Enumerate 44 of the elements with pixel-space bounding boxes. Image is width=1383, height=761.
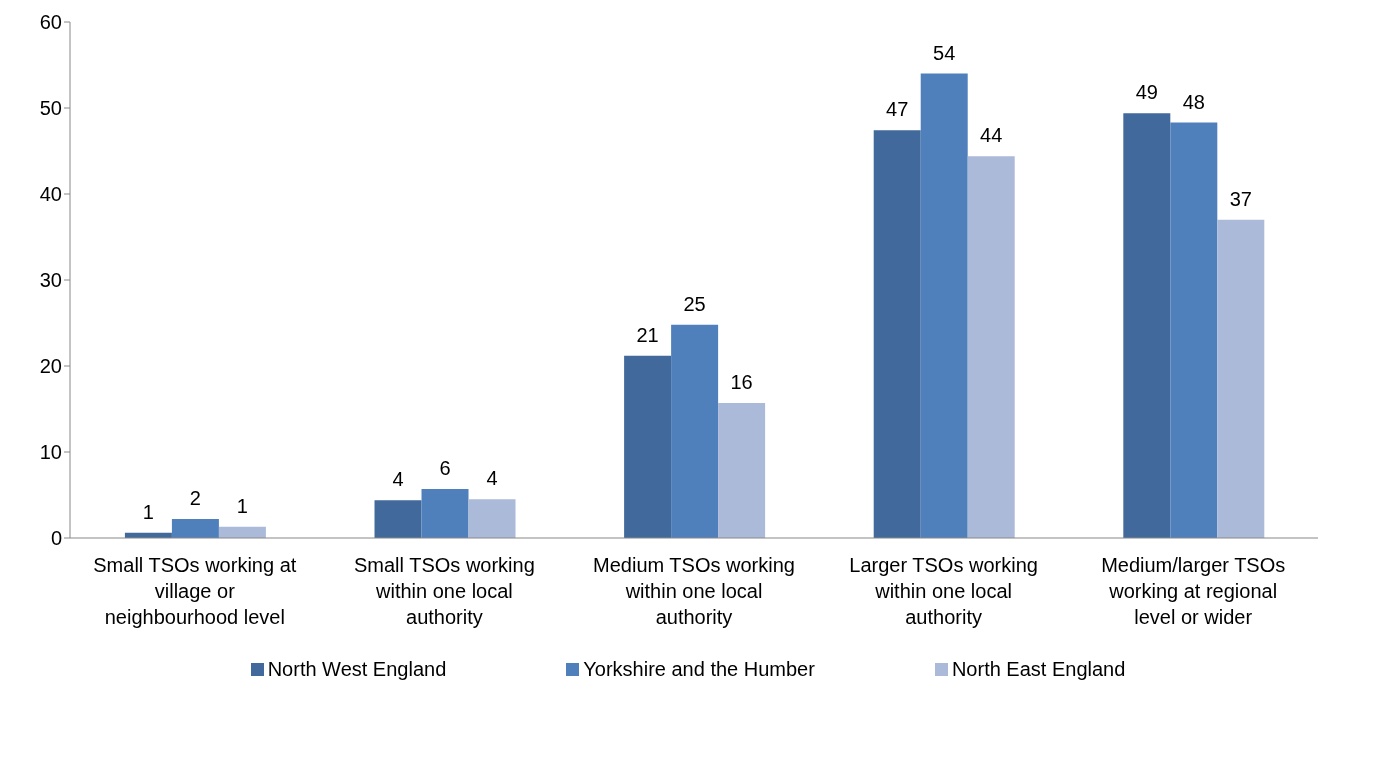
bar: [1123, 113, 1171, 538]
bar: [468, 499, 516, 538]
y-tick-label: 40: [39, 183, 62, 206]
data-label: 4: [486, 467, 498, 490]
data-label: 4: [392, 468, 404, 491]
data-label: 44: [980, 124, 1003, 147]
x-tick-label: Medium TSOs working within one local authority: [593, 554, 795, 628]
data-label: 49: [1135, 81, 1158, 104]
y-tick-label: 0: [50, 527, 62, 550]
bar: [718, 402, 766, 538]
bar: [1217, 219, 1265, 538]
legend-label: Yorkshire and the Humber: [583, 658, 815, 681]
bar: [873, 130, 921, 538]
data-label: 37: [1229, 187, 1252, 210]
y-tick-label: 20: [39, 355, 62, 378]
data-label: 54: [933, 41, 956, 64]
data-label: 2: [189, 487, 201, 510]
y-tick-label: 60: [39, 11, 62, 34]
y-tick-label: 50: [39, 97, 62, 120]
data-label: 48: [1182, 90, 1205, 113]
data-label: 1: [236, 494, 248, 517]
y-tick-label: 30: [39, 269, 62, 292]
bar: [171, 519, 219, 538]
bar: [920, 73, 968, 538]
legend-label: North East England: [951, 658, 1126, 681]
data-label: 47: [886, 98, 909, 121]
x-tick-label: Medium/larger TSOs working at regional level or wider: [1101, 554, 1286, 628]
data-label: 16: [730, 370, 753, 393]
bar: [421, 488, 469, 538]
bar: [671, 324, 719, 538]
bar: [967, 156, 1015, 538]
bar: [1170, 122, 1218, 538]
bar: [374, 500, 422, 538]
x-tick-label: Small TSOs working at village or neighbourhood level: [93, 554, 297, 628]
data-label: 6: [439, 456, 451, 479]
y-tick-label: 10: [39, 441, 62, 464]
bar: [218, 526, 266, 538]
bar: [624, 355, 672, 538]
data-label: 1: [142, 500, 154, 523]
data-label: 25: [683, 292, 706, 315]
x-tick-label: Small TSOs working within one local authority: [354, 554, 535, 628]
x-tick-label: Larger TSOs working within one local authority: [849, 554, 1038, 628]
legend-label: North West England: [267, 658, 447, 681]
data-label: 21: [636, 323, 659, 346]
